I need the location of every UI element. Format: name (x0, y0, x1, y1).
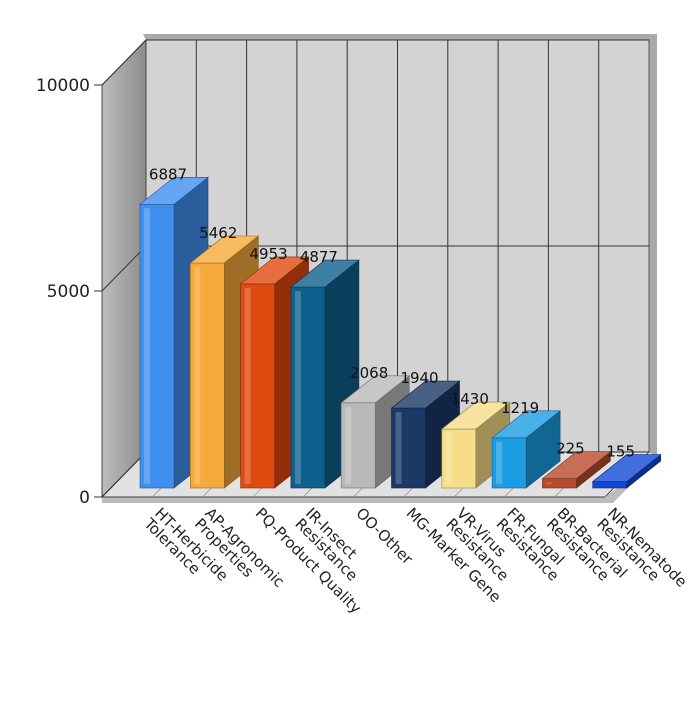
gridline-side (101, 39, 147, 86)
floor-edge (102, 458, 657, 503)
value-label: 1430 (451, 390, 489, 408)
value-label: 225 (556, 440, 585, 458)
value-label: 5462 (199, 224, 237, 242)
chart-bars (139, 176, 662, 489)
bar (491, 410, 561, 489)
value-label: 1940 (400, 369, 438, 387)
value-label: 6887 (149, 165, 187, 183)
value-label: 1219 (501, 399, 539, 417)
bar (591, 453, 662, 489)
value-label: 4953 (250, 245, 288, 263)
x-axis-labels: HT-HerbicideToleranceAP-AgronomicPropert… (140, 504, 688, 617)
value-label: 155 (606, 443, 635, 461)
y-tick-label: 10000 (36, 76, 90, 96)
y-tick-label: 0 (79, 488, 90, 508)
value-label: 4877 (300, 248, 338, 266)
gridline-side (101, 451, 147, 498)
y-tick-label: 5000 (47, 282, 90, 302)
value-labels: 6887 5462 4953 4877 2068 1940 1430 1219 225 155 (149, 165, 635, 460)
bar (290, 259, 360, 489)
value-label: 2068 (350, 364, 388, 382)
bar (541, 451, 612, 489)
y-axis: 0 5000 10000 (36, 76, 102, 508)
gridline-side (101, 245, 147, 292)
